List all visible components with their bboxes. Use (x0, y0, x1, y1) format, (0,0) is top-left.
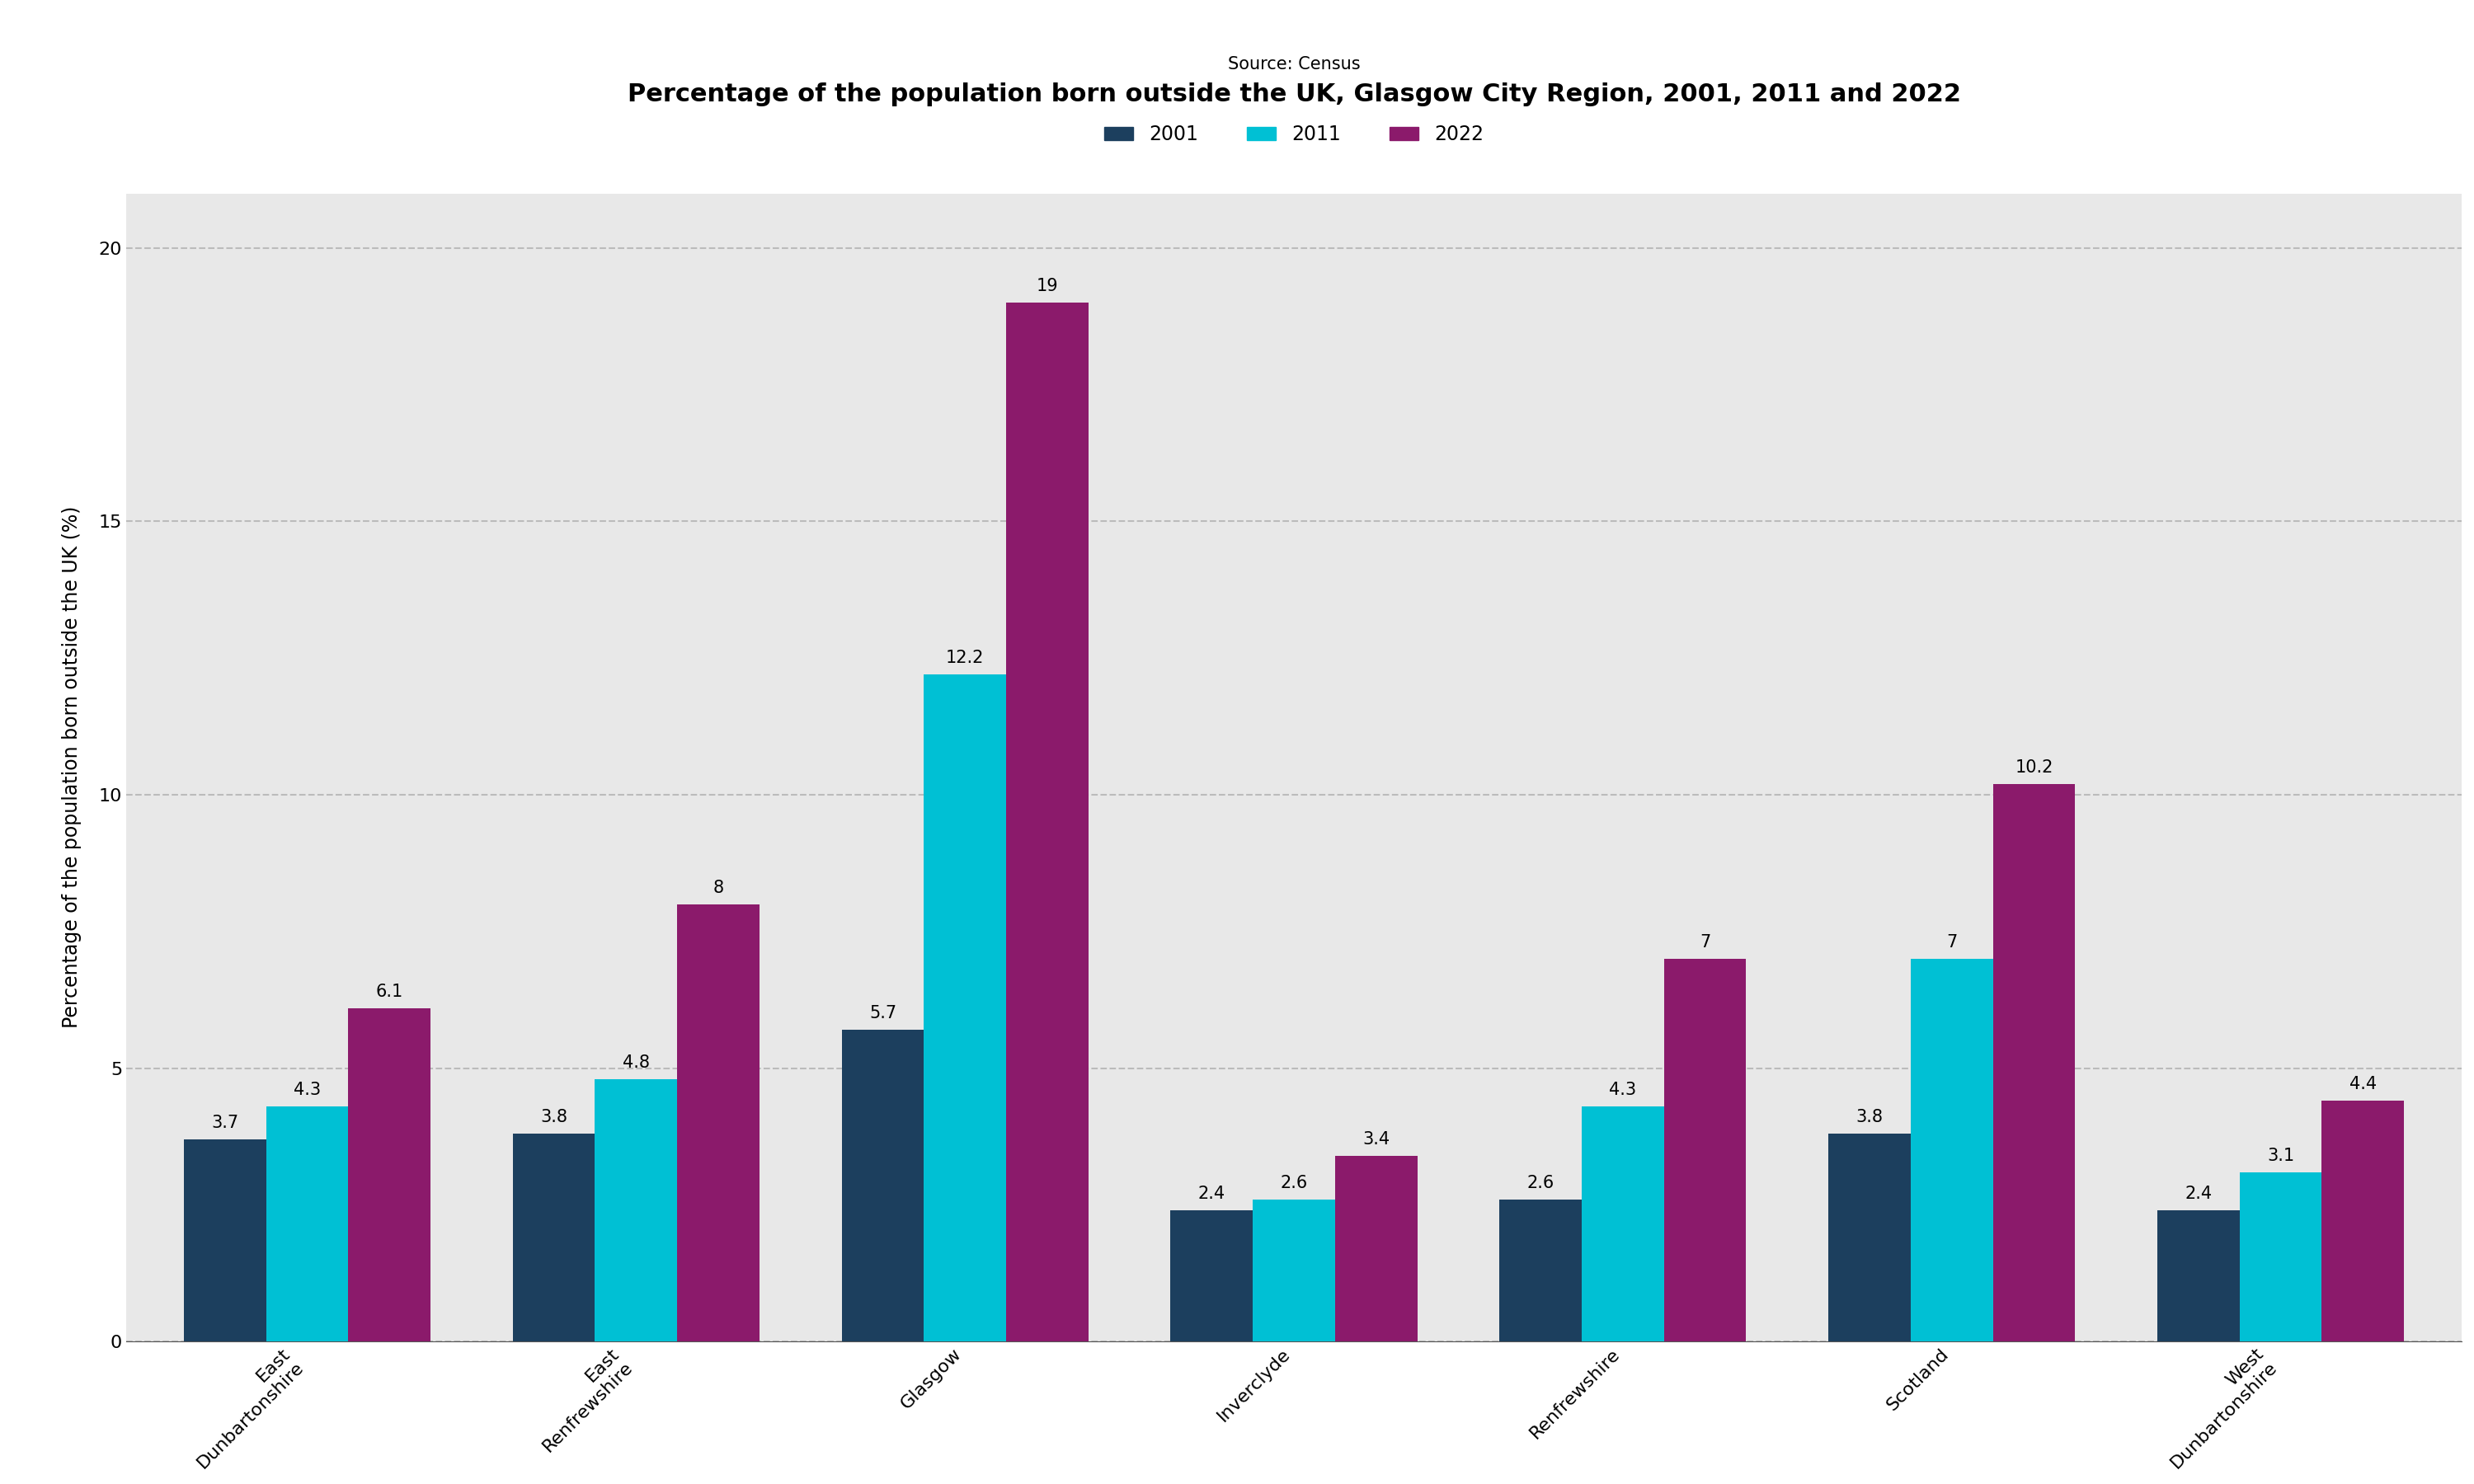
Y-axis label: Percentage of the population born outside the UK (%): Percentage of the population born outsid… (62, 506, 82, 1028)
Title: Percentage of the population born outside the UK, Glasgow City Region, 2001, 201: Percentage of the population born outsid… (628, 83, 1962, 107)
Bar (678, 904, 760, 1342)
Text: 3.8: 3.8 (1856, 1109, 1883, 1125)
Text: 2.4: 2.4 (2185, 1186, 2212, 1202)
Text: 3.7: 3.7 (210, 1114, 238, 1131)
Text: 3.4: 3.4 (1363, 1131, 1390, 1147)
Text: 2.4: 2.4 (1197, 1186, 1225, 1202)
Text: 10.2: 10.2 (2014, 760, 2053, 776)
Bar (1499, 1199, 1581, 1342)
Bar (349, 1008, 430, 1342)
Text: 4.4: 4.4 (2350, 1076, 2378, 1092)
Bar (1252, 1199, 1336, 1342)
Bar (512, 1134, 594, 1342)
Text: Source: Census: Source: Census (1227, 56, 1361, 73)
Bar (1007, 303, 1089, 1342)
Bar (1336, 1156, 1418, 1342)
Text: 4.3: 4.3 (1608, 1082, 1635, 1098)
Bar (267, 1107, 349, 1342)
Text: 5.7: 5.7 (868, 1005, 896, 1021)
Legend: 2001, 2011, 2022: 2001, 2011, 2022 (1096, 117, 1492, 153)
Bar (183, 1140, 267, 1342)
Text: 12.2: 12.2 (945, 650, 985, 666)
Text: 6.1: 6.1 (376, 984, 403, 1000)
Bar (2321, 1101, 2405, 1342)
Text: 4.8: 4.8 (623, 1054, 651, 1071)
Bar (1665, 959, 1747, 1342)
Bar (594, 1079, 678, 1342)
Text: 4.3: 4.3 (294, 1082, 322, 1098)
Text: 7: 7 (1700, 933, 1710, 951)
Bar (1170, 1211, 1252, 1342)
Bar (841, 1030, 923, 1342)
Bar (923, 674, 1007, 1342)
Text: 19: 19 (1037, 278, 1059, 294)
Bar (2157, 1211, 2239, 1342)
Bar (1581, 1107, 1665, 1342)
Bar (2239, 1172, 2321, 1342)
Text: 2.6: 2.6 (1279, 1175, 1309, 1192)
Bar (1828, 1134, 1910, 1342)
Text: 8: 8 (713, 880, 725, 896)
Text: 7: 7 (1947, 933, 1957, 951)
Bar (1910, 959, 1994, 1342)
Text: 2.6: 2.6 (1526, 1175, 1554, 1192)
Bar (1994, 784, 2076, 1342)
Text: 3.1: 3.1 (2266, 1147, 2293, 1163)
Text: 3.8: 3.8 (539, 1109, 567, 1125)
